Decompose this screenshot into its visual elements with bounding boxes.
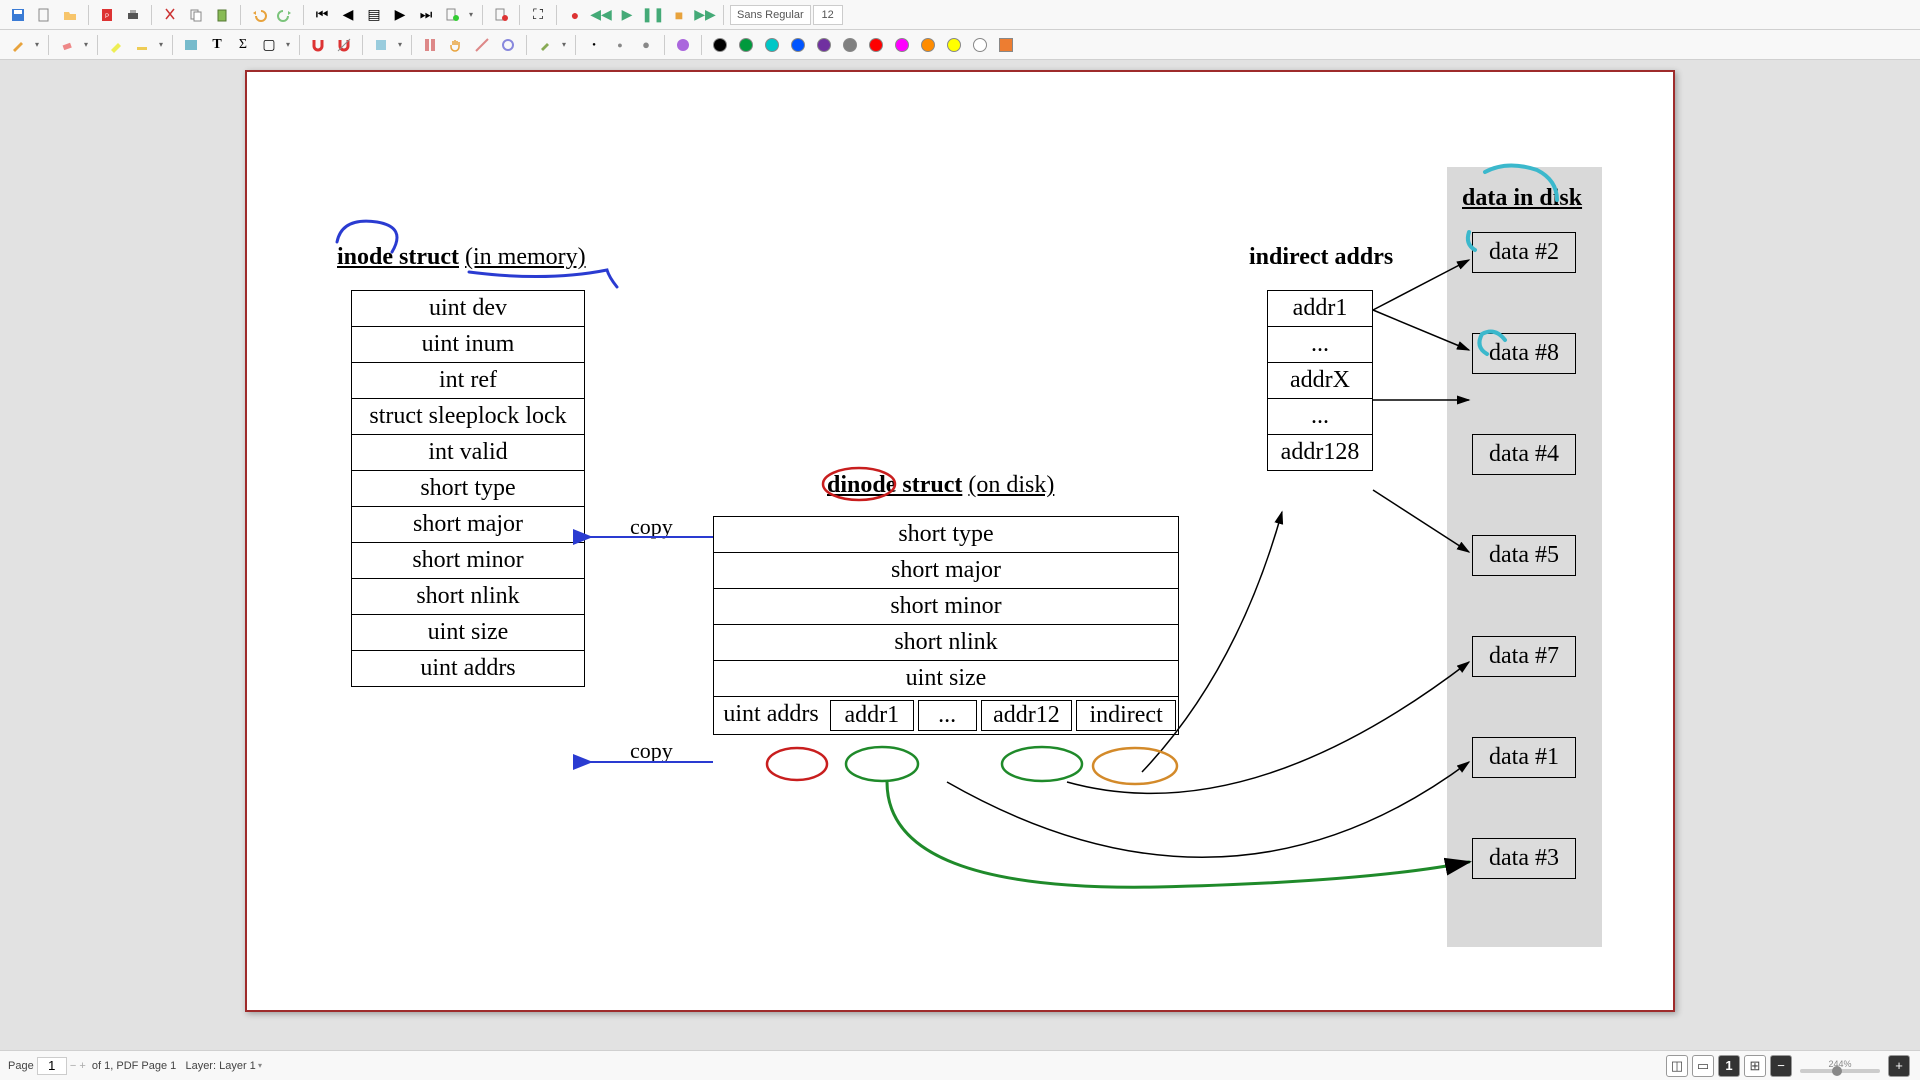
color-grey[interactable] [838,33,862,57]
view-dual-icon[interactable]: ◫ [1666,1055,1688,1077]
page: inode struct (in memory) dinode struct (… [245,70,1675,1012]
image-icon[interactable] [179,33,203,57]
compass-icon[interactable] [496,33,520,57]
bookmark-icon[interactable] [440,3,464,27]
color-blue[interactable] [786,33,810,57]
color-orange[interactable] [916,33,940,57]
first-page-icon[interactable]: ⏮ [310,3,334,27]
fullscreen-icon[interactable]: ⛶ [526,3,550,27]
ruler-icon[interactable] [470,33,494,57]
copy-icon[interactable] [184,3,208,27]
zoom-fit-icon[interactable]: ⊞ [1744,1055,1766,1077]
color-red[interactable] [864,33,888,57]
size-med-icon[interactable]: ● [608,33,632,57]
color-cyan[interactable] [760,33,784,57]
delete-page-icon[interactable] [489,3,513,27]
text-icon[interactable]: T [205,33,229,57]
color-yellow[interactable] [942,33,966,57]
annotation-layer [247,72,1677,1014]
color-black[interactable] [708,33,732,57]
dropdown-arrow[interactable]: ▾ [466,10,476,19]
last-page-icon[interactable]: ⏭ [414,3,438,27]
print-icon[interactable] [121,3,145,27]
brush-icon[interactable] [533,33,557,57]
eraser-icon[interactable] [55,33,79,57]
highlighter-icon[interactable] [104,33,128,57]
forward-icon[interactable]: ▶▶ [693,3,717,27]
zoom-out-icon[interactable]: − [1770,1055,1792,1077]
cut-icon[interactable] [158,3,182,27]
color-green[interactable] [734,33,758,57]
color-white[interactable] [968,33,992,57]
view-presentation-icon[interactable]: ▭ [1692,1055,1714,1077]
color-fill[interactable] [994,33,1018,57]
zoom-100-icon[interactable]: 1 [1718,1055,1740,1077]
shape-square-icon[interactable]: ▢ [257,33,281,57]
pause-icon[interactable]: ❚❚ [641,3,665,27]
new-icon[interactable] [32,3,56,27]
undo-icon[interactable] [247,3,271,27]
page-label: Page [8,1060,34,1072]
stop-icon[interactable]: ■ [667,3,691,27]
record-icon[interactable]: ● [563,3,587,27]
paste-icon[interactable] [210,3,234,27]
pen-icon[interactable] [6,33,30,57]
pdf-icon[interactable]: P [95,3,119,27]
rewind-icon[interactable]: ◀◀ [589,3,613,27]
size-large-icon[interactable]: ● [634,33,658,57]
redo-icon[interactable] [273,3,297,27]
prev-page-icon[interactable]: ◀ [336,3,360,27]
zoom-slider[interactable] [1800,1069,1880,1073]
play-icon[interactable]: ▶ [615,3,639,27]
page-total: of 1, PDF Page 1 [92,1060,176,1072]
math-icon[interactable]: Σ [231,33,255,57]
svg-text:P: P [105,14,109,20]
font-size-box[interactable]: 12 [813,5,843,25]
page-menu-icon[interactable]: ▤ [362,3,386,27]
magnet-red-icon[interactable] [306,33,330,57]
layer-name[interactable]: Layer 1 [219,1060,256,1072]
zoom-in-icon[interactable]: + [1888,1055,1910,1077]
layer-label: Layer: [185,1060,216,1072]
next-page-icon[interactable]: ▶ [388,3,412,27]
status-bar: Page − + of 1, PDF Page 1 Layer: Layer 1… [0,1050,1920,1080]
hand-icon[interactable] [444,33,468,57]
page-input[interactable] [37,1057,67,1075]
font-name-box[interactable]: Sans Regular [730,5,811,25]
color-purple[interactable] [812,33,836,57]
opacity-icon[interactable] [671,33,695,57]
canvas[interactable]: inode struct (in memory) dinode struct (… [0,60,1920,1050]
marker-icon[interactable] [130,33,154,57]
select-rect-icon[interactable] [369,33,393,57]
color-magenta[interactable] [890,33,914,57]
open-icon[interactable] [58,3,82,27]
size-small-icon[interactable]: ● [582,33,606,57]
vsplit-icon[interactable] [418,33,442,57]
toolbar-main: P ⏮ ◀ ▤ ▶ ⏭ ▾ ⛶ ● ◀◀ ▶ ❚❚ ■ ▶▶ Sans Regu… [0,0,1920,30]
magnet-grey-icon[interactable] [332,33,356,57]
toolbar-tools: ▾ ▾ ▾ T Σ ▢ ▾ ▾ ▾ ● ● ● [0,30,1920,60]
save-icon[interactable] [6,3,30,27]
